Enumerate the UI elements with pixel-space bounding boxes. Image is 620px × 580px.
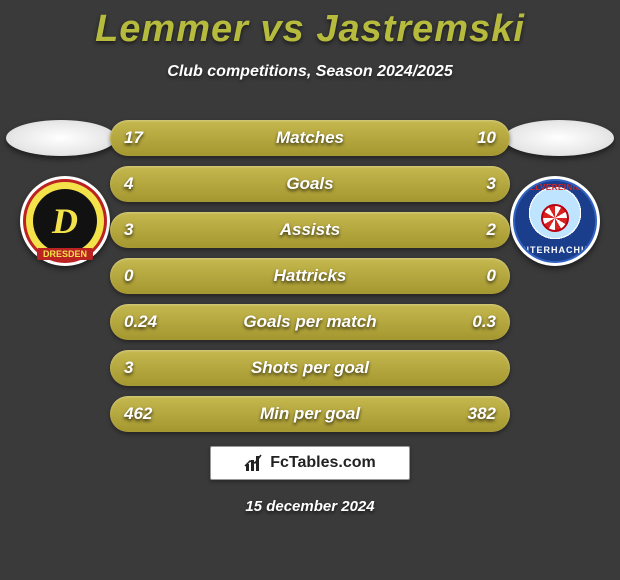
- footer-date: 15 december 2024: [0, 498, 620, 515]
- badge-ring: SPIELVEREINIGUNG UNTERHACHING: [513, 179, 597, 263]
- comparison-subtitle: Club competitions, Season 2024/2025: [0, 63, 620, 81]
- stat-value-left: 0: [124, 266, 184, 286]
- brand-attribution: FcTables.com: [210, 446, 410, 480]
- comparison-title: Lemmer vs Jastremski: [0, 0, 620, 51]
- brand-chart-icon: [244, 453, 264, 473]
- brand-text: FcTables.com: [270, 454, 376, 472]
- badge-bottom-text: UNTERHACHING: [515, 245, 595, 255]
- stat-label: Assists: [184, 220, 436, 240]
- stat-row: 17Matches10: [110, 120, 510, 156]
- stat-row: 0Hattricks0: [110, 258, 510, 294]
- stat-value-right: 382: [436, 404, 496, 424]
- stat-label: Goals per match: [184, 312, 436, 332]
- stat-value-left: 462: [124, 404, 184, 424]
- stat-value-right: 2: [436, 220, 496, 240]
- badge-top-text: SPIELVEREINIGUNG: [515, 183, 595, 192]
- club-badge-left: D DRESDEN: [20, 176, 110, 266]
- stat-value-left: 0.24: [124, 312, 184, 332]
- badge-ribbon: DRESDEN: [37, 248, 93, 260]
- stat-value-right: 0.3: [436, 312, 496, 332]
- stat-value-left: 4: [124, 174, 184, 194]
- club-badge-right: SPIELVEREINIGUNG UNTERHACHING: [510, 176, 600, 266]
- stat-label: Min per goal: [184, 404, 436, 424]
- title-player-left: Lemmer: [95, 8, 249, 50]
- stat-value-left: 3: [124, 358, 184, 378]
- stat-value-right: 10: [436, 128, 496, 148]
- stat-label: Hattricks: [184, 266, 436, 286]
- stats-list: 17Matches104Goals33Assists20Hattricks00.…: [110, 120, 510, 442]
- stat-value-left: 17: [124, 128, 184, 148]
- stat-value-right: 0: [436, 266, 496, 286]
- stat-label: Shots per goal: [184, 358, 436, 378]
- player-photo-right: [504, 120, 614, 156]
- stat-value-left: 3: [124, 220, 184, 240]
- stat-label: Matches: [184, 128, 436, 148]
- player-photo-left: [6, 120, 116, 156]
- stat-row: 3Shots per goal: [110, 350, 510, 386]
- stat-row: 3Assists2: [110, 212, 510, 248]
- badge-ball-icon: [541, 204, 569, 232]
- stat-label: Goals: [184, 174, 436, 194]
- stat-row: 0.24Goals per match0.3: [110, 304, 510, 340]
- stat-row: 4Goals3: [110, 166, 510, 202]
- stat-row: 462Min per goal382: [110, 396, 510, 432]
- title-vs: vs: [260, 8, 304, 50]
- stat-value-right: 3: [436, 174, 496, 194]
- title-player-right: Jastremski: [316, 8, 525, 50]
- badge-letter: D: [33, 189, 97, 253]
